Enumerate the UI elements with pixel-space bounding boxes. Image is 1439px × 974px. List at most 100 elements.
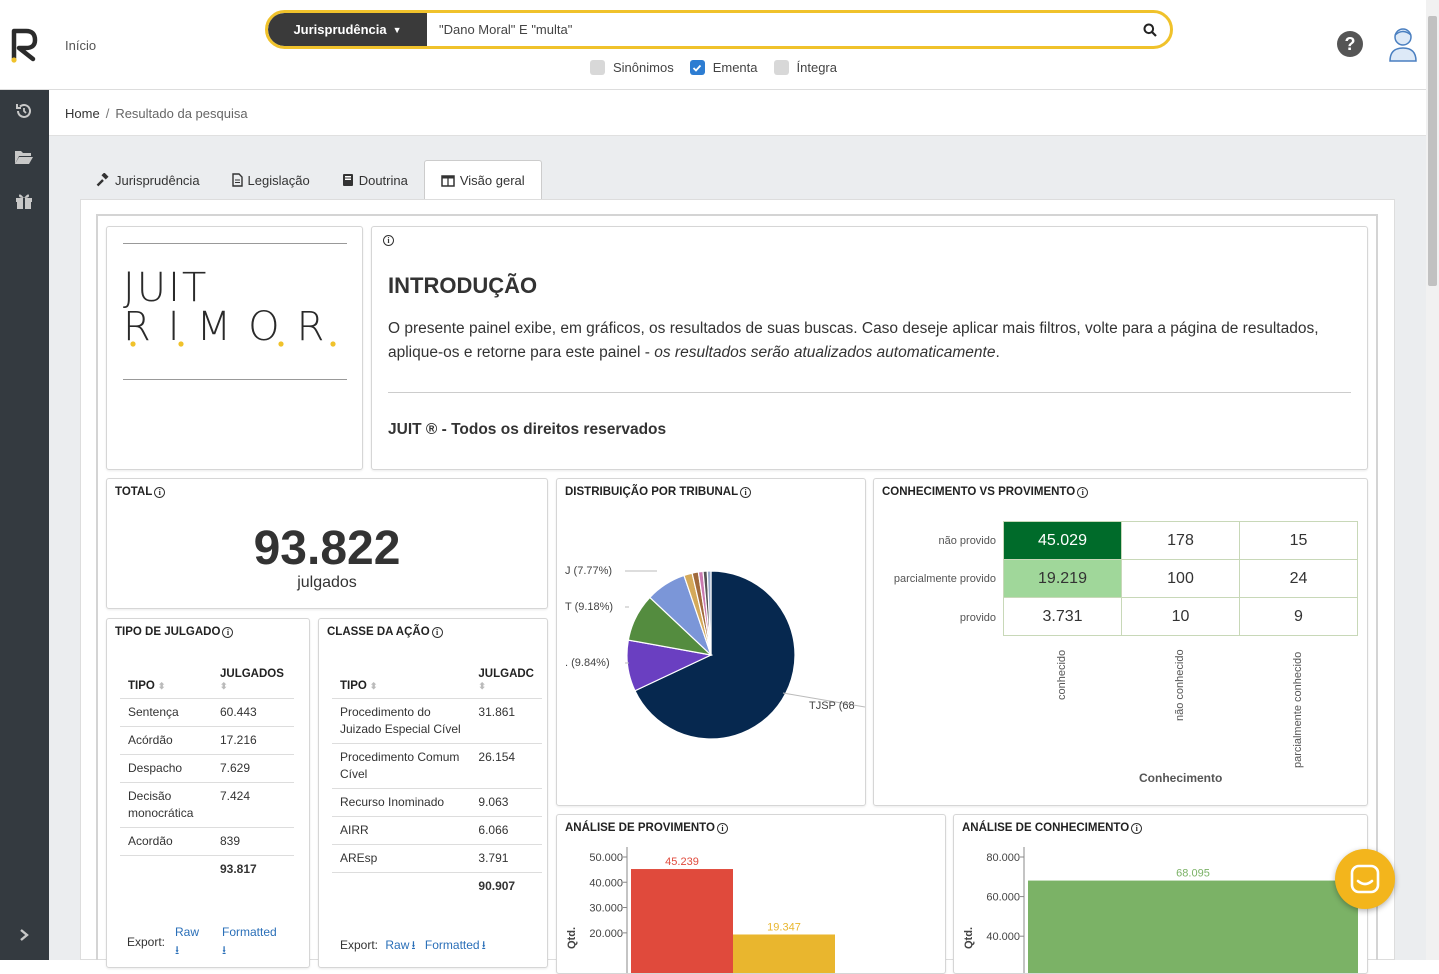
table-row: Acórdão 17.216 — [120, 726, 294, 755]
total-title-text: TOTAL — [115, 486, 153, 498]
download-icon[interactable]: ⭳ — [222, 943, 227, 957]
sort-icon[interactable]: ⬍ — [369, 681, 378, 691]
info-icon[interactable]: i — [1131, 822, 1143, 834]
columns-icon — [441, 174, 455, 187]
chat-button[interactable] — [1335, 849, 1395, 909]
cell-count: 7.424 — [212, 782, 294, 828]
option-ementa[interactable]: Ementa — [689, 60, 758, 75]
export-raw-link[interactable]: Raw — [175, 925, 200, 939]
info-icon[interactable]: i — [154, 486, 166, 498]
svg-text:?: ? — [1345, 34, 1356, 54]
col-julgados-header[interactable]: JULGADOS ⬍ — [212, 663, 294, 699]
download-icon[interactable]: ⭳ — [175, 943, 180, 957]
pie-slice[interactable] — [634, 570, 796, 740]
tab-visao-geral[interactable]: Visão geral — [423, 160, 542, 200]
logo-top-rule — [123, 243, 347, 244]
tab-jurisprudencia[interactable]: Jurisprudência — [80, 160, 216, 200]
history-icon[interactable] — [13, 100, 35, 122]
download-icon[interactable]: ⭳ — [481, 938, 486, 952]
info-icon[interactable]: i — [383, 235, 394, 246]
tab-doutrina[interactable]: Doutrina — [326, 160, 424, 200]
y-tick-label: 50.000 — [589, 852, 623, 864]
page-scrollbar[interactable] — [1426, 0, 1439, 960]
logo-bottom-rule — [123, 379, 347, 380]
heatmap-col-label: conhecido — [1056, 649, 1068, 700]
app-logo[interactable] — [10, 28, 40, 64]
help-icon[interactable]: ? — [1336, 30, 1364, 58]
total-title: TOTAL i — [115, 486, 166, 498]
export-raw-link[interactable]: Raw — [385, 938, 410, 952]
heatmap-col-label: parcialmente conhecido — [1292, 651, 1304, 768]
cell-empty — [120, 855, 212, 883]
info-icon[interactable]: i — [740, 486, 752, 498]
col-tipo-header[interactable]: TIPO ⬍ — [332, 663, 470, 699]
heatmap-cell: 45.029 — [1003, 521, 1122, 560]
distribuicao-title: DISTRIBUIÇÃO POR TRIBUNAL i — [565, 486, 752, 498]
breadcrumb-home[interactable]: Home — [65, 106, 100, 121]
download-icon[interactable]: ⭳ — [411, 938, 416, 952]
info-icon[interactable]: i — [222, 626, 234, 638]
option-integra-label: Íntegra — [796, 60, 837, 75]
cell-tipo: Procedimento Comum Cível — [332, 743, 471, 789]
heatmap-row: 45.029 178 15 — [1003, 521, 1358, 560]
user-avatar-icon[interactable] — [1388, 26, 1418, 62]
col-julgados-header[interactable]: JULGADC ⬍ — [470, 663, 542, 699]
table-row: Procedimento do Juizado Especial Cível 31… — [332, 698, 542, 744]
checkbox-ementa[interactable] — [689, 60, 705, 75]
expand-sidebar-icon[interactable] — [13, 924, 35, 946]
heatmap-row-label: parcialmente provido — [893, 573, 996, 585]
distribuicao-card: DISTRIBUIÇÃO POR TRIBUNAL i J (7.77%) T (… — [556, 478, 866, 806]
tribunal-pie-chart — [625, 570, 865, 740]
provimento-bar-chart: 50.000 40.000 30.000 20.000 Qtd. 45.239 19.347 — [566, 847, 835, 974]
option-sinonimos[interactable]: Sinônimos — [590, 60, 674, 75]
rights-text: JUIT ® - Todos os direitos reservados — [388, 421, 667, 438]
tipo-julgado-title-text: TIPO DE JULGADO — [115, 626, 221, 638]
export-label: Export: — [127, 935, 166, 949]
cell-count: 17.216 — [212, 726, 294, 755]
cell-count: 26.154 — [470, 743, 542, 789]
export-formatted-link[interactable]: Formatted — [222, 925, 277, 939]
pie-slice[interactable] — [706, 570, 712, 656]
search-icon[interactable] — [1130, 13, 1170, 46]
search-input[interactable] — [427, 13, 1130, 46]
bar[interactable] — [631, 869, 733, 974]
cell-tipo: AREsp — [332, 844, 471, 873]
scrollbar-thumb[interactable] — [1428, 16, 1437, 286]
cell-count: 3.791 — [470, 844, 542, 873]
export-formatted-link[interactable]: Formatted — [424, 938, 480, 952]
classe-acao-card: CLASSE DA AÇÃO i TIPO ⬍ JULGADC ⬍ Procedime… — [318, 618, 548, 968]
heatmap-grid: 45.029 178 15 19.219 100 24 3.731 10 9 — [1003, 521, 1358, 636]
bar[interactable] — [1028, 880, 1358, 974]
home-link[interactable]: Início — [65, 38, 97, 53]
checkbox-integra[interactable] — [773, 60, 789, 75]
col-tipo-header[interactable]: TIPO ⬍ — [120, 663, 212, 699]
tab-legislacao[interactable]: Legislação — [216, 160, 326, 200]
sort-icon[interactable]: ⬍ — [478, 681, 486, 691]
search-type-label: Jurisprudência — [293, 22, 387, 37]
option-integra[interactable]: Íntegra — [773, 60, 837, 75]
checkbox-sinonimos[interactable] — [590, 60, 605, 75]
search-type-dropdown[interactable]: Jurisprudência ▼ — [268, 13, 427, 46]
cell-tipo: Sentença — [120, 698, 212, 727]
sort-icon[interactable]: ⬍ — [220, 681, 228, 691]
table-row: Acordão 839 — [120, 827, 294, 856]
heatmap-cell: 9 — [1239, 597, 1358, 636]
info-icon[interactable]: i — [1077, 486, 1089, 498]
sort-icon[interactable]: ⬍ — [157, 681, 166, 691]
pie-label: . (9.84%) — [565, 657, 610, 669]
cvp-title: CONHECIMENTO VS PROVIMENTO i — [882, 486, 1089, 498]
caret-down-icon: ▼ — [392, 24, 402, 35]
intro-title: INTRODUÇÃO — [388, 273, 538, 298]
heatmap-cell: 19.219 — [1003, 559, 1122, 598]
info-icon[interactable]: i — [431, 626, 443, 638]
dashboard-frame — [96, 214, 1378, 960]
folder-open-icon[interactable] — [13, 146, 35, 168]
book-icon — [342, 174, 353, 186]
info-icon[interactable]: i — [716, 822, 728, 834]
col-tipo-label: TIPO — [340, 680, 367, 692]
gift-icon[interactable] — [13, 190, 35, 212]
table-row: Recurso Inominado 9.063 — [332, 788, 542, 817]
y-tick-label: 40.000 — [986, 931, 1020, 943]
bar[interactable] — [733, 934, 835, 974]
cell-empty — [332, 872, 471, 900]
